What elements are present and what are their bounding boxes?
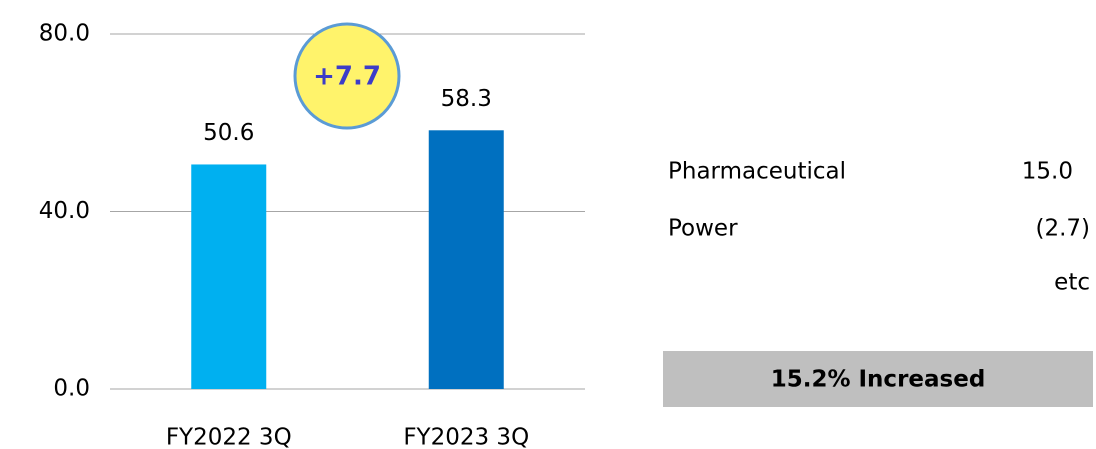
summary: 15.2% Increased [771,367,986,393]
value-label: 58.3 [441,86,492,112]
breakdown-label: Pharmaceutical [668,159,846,185]
summary-box [663,351,1093,407]
y-tick-label: 80.0 [39,21,90,47]
difference-badge [293,22,401,130]
difference-label: +7.7 [313,62,381,92]
y-tick-label: 0.0 [53,376,90,402]
note: etc [1054,270,1090,296]
breakdown-value: (2.7) [1035,216,1090,242]
breakdown-label: Power [668,216,738,242]
x-tick-label: FY2022 3Q [166,425,292,449]
value-label: 50.6 [203,120,254,146]
bar [191,164,267,389]
x-tick-label: FY2023 3Q [403,425,529,449]
bar [428,130,504,389]
breakdown-value: 15.0 [1022,159,1073,185]
y-tick-label: 40.0 [39,198,90,224]
